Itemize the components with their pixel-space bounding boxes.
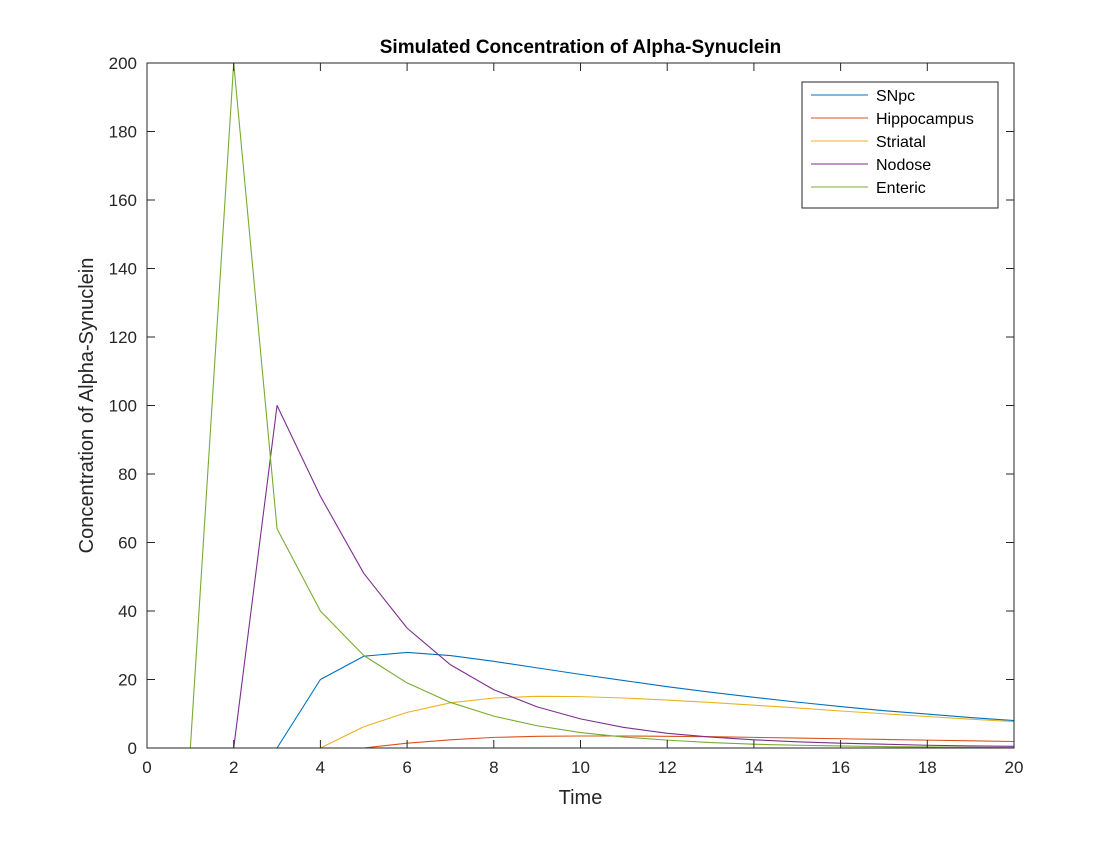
y-tick-label: 140 — [109, 260, 137, 279]
x-tick-label: 16 — [831, 758, 850, 777]
series-line-enteric — [189, 62, 1015, 749]
y-tick-label: 120 — [109, 328, 137, 347]
legend: SNpc Hippocampus Striatal Nodose Enteric — [801, 81, 999, 209]
chart-title: Simulated Concentration of Alpha-Synucle… — [380, 37, 782, 58]
y-tick-label: 80 — [118, 465, 137, 484]
series-line-nodose — [190, 404, 1015, 749]
y-tick-label: 200 — [109, 54, 137, 73]
x-tick-label: 4 — [316, 758, 325, 777]
series-line-snpc — [190, 651, 1015, 749]
y-tick-label: 20 — [118, 671, 137, 690]
x-tick-label: 6 — [402, 758, 411, 777]
x-tick-label: 2 — [229, 758, 238, 777]
ticks: 0 2 4 6 8 10 12 14 16 18 2002040608010012014016018… — [109, 54, 1024, 777]
x-tick-label: 8 — [489, 758, 498, 777]
legend-label-snpc: SNpc — [876, 88, 915, 105]
y-tick-label: 180 — [109, 123, 137, 142]
y-tick-label: 100 — [109, 397, 137, 416]
y-tick-label: 40 — [118, 602, 137, 621]
legend-label-hippocampus: Hippocampus — [876, 111, 974, 128]
legend-label-nodose: Nodose — [876, 157, 931, 174]
y-tick-label: 160 — [109, 191, 137, 210]
legend-label-striatal: Striatal — [876, 134, 926, 151]
x-tick-label: 10 — [571, 758, 590, 777]
legend-label-enteric: Enteric — [876, 180, 926, 197]
y-tick-label: 60 — [118, 534, 137, 553]
x-tick-label: 12 — [658, 758, 677, 777]
x-tick-label: 14 — [744, 758, 763, 777]
x-axis-label: Time — [559, 787, 603, 809]
x-tick-label: 0 — [142, 758, 151, 777]
x-tick-label: 18 — [918, 758, 937, 777]
x-tick-label: 20 — [1005, 758, 1024, 777]
y-tick-label: 0 — [128, 739, 137, 758]
y-axis-label: Concentration of Alpha-Synuclein — [76, 258, 98, 554]
series-line-striatal — [190, 695, 1015, 749]
